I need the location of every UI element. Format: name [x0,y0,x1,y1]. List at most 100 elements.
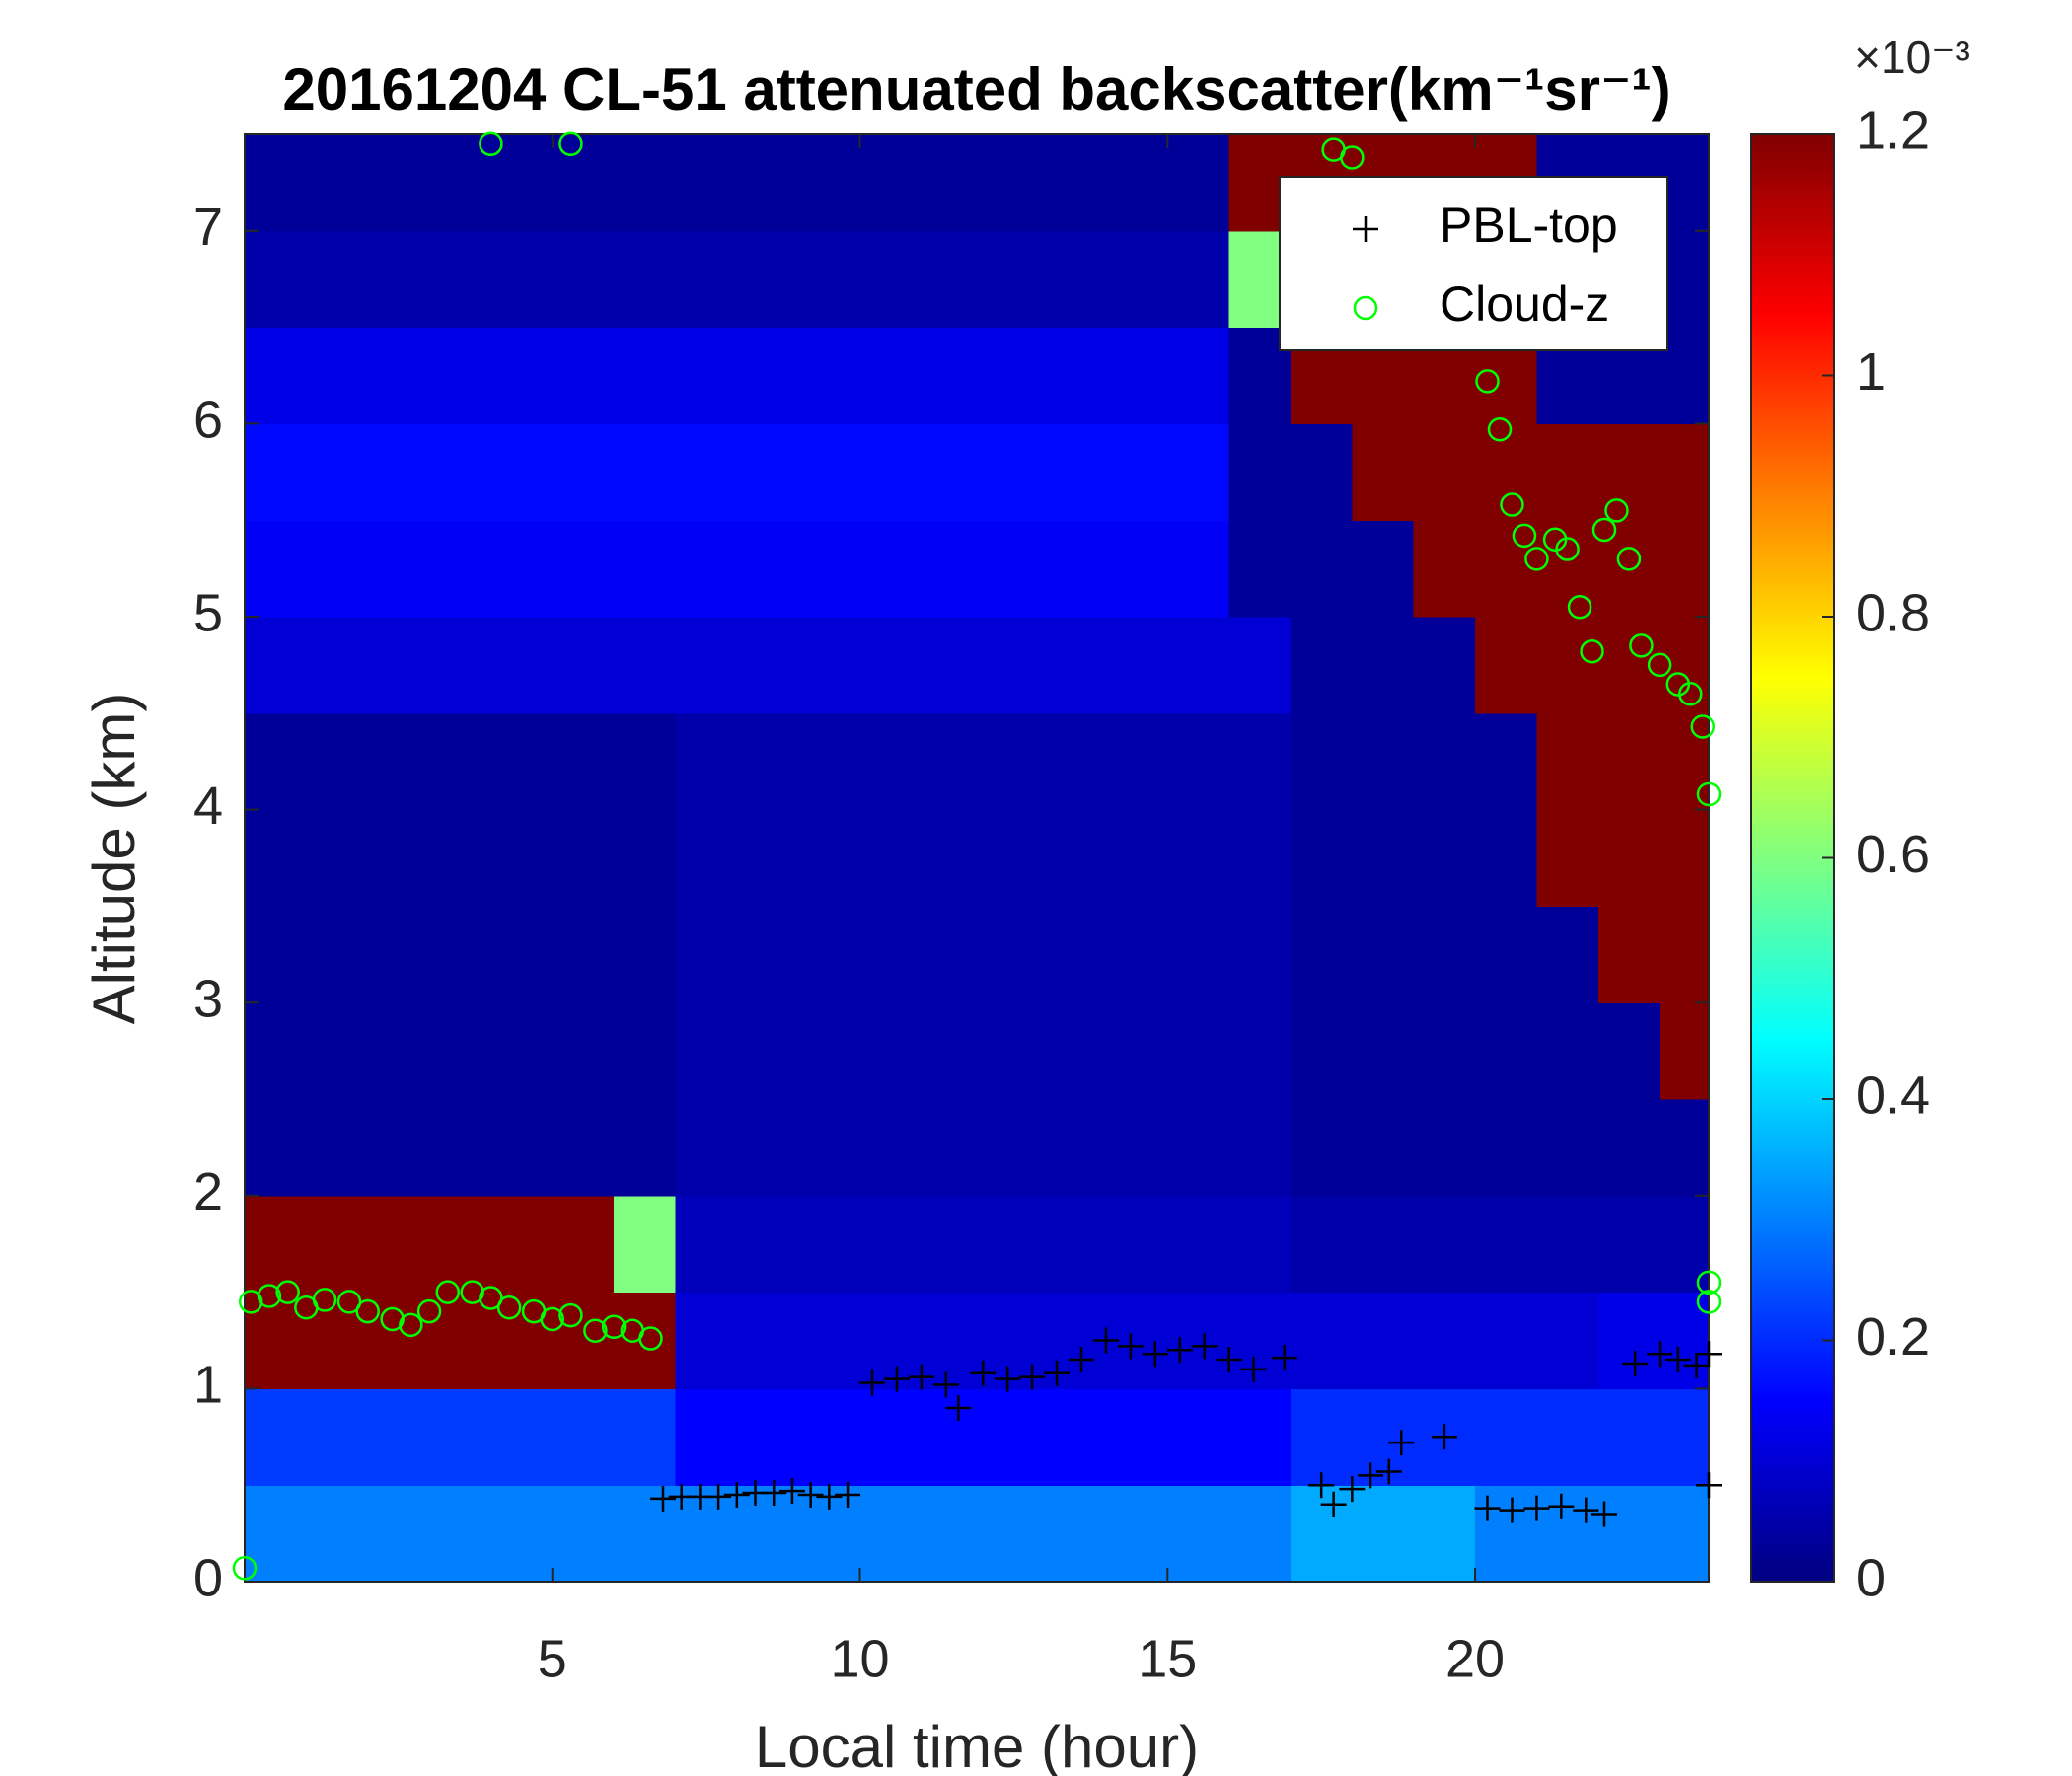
colorbar [1750,133,1835,1583]
point [1591,517,1617,543]
heat-cell [1105,1388,1168,1486]
heat-cell [552,1002,615,1100]
heat-cell [429,423,492,521]
heat-cell [798,712,861,811]
heat-cell [306,520,369,618]
heat-cell [1475,712,1538,811]
heat-cell [1536,712,1599,811]
heat-cell [1536,1195,1599,1294]
heat-cell [1291,423,1353,521]
heat-cell [859,520,923,618]
heat-cell [983,1002,1046,1100]
point [723,1481,750,1508]
heat-cell [736,327,799,424]
heat-cell [429,520,492,618]
heat-cell [490,1002,554,1100]
heat-cell [675,1388,738,1486]
heat-cell [245,906,307,1003]
colorbar-tick-label: 0.8 [1856,583,1930,642]
heat-cell [1597,1485,1661,1582]
heat-cell [675,1292,738,1389]
heat-cell [490,423,554,521]
heat-cell [1475,1195,1538,1294]
heat-cell [306,1195,369,1294]
heat-cell [367,423,430,521]
heat-cell [1413,520,1476,618]
heat-cell [552,617,615,714]
heat-cell [552,906,615,1003]
heat-cell [675,230,738,329]
point [1678,681,1703,706]
heat-cell [736,906,799,1003]
heat-cell [245,230,307,329]
x-tick-label: 20 [1445,1629,1505,1688]
colorbar-tick-label: 0.2 [1856,1307,1930,1367]
point [1069,1347,1094,1373]
heat-cell [306,1485,369,1582]
heat-cell [983,617,1046,714]
overlay: 5 10 15 20 0 1 2 3 4 5 6 7 PBL-top Cloud-z 0 0.2 0.4 0.6 0… [193,101,1930,1688]
heat-cell [490,134,554,232]
heat-cell [798,809,861,907]
x-tick-label: 15 [1138,1629,1197,1688]
point [638,1326,663,1351]
heat-cell [859,906,923,1003]
heat-cell [306,423,369,521]
heat-cell [1413,1099,1476,1197]
heat-cell [736,1388,799,1486]
heat-cell [675,617,738,714]
heat-cell [552,1388,615,1486]
heat-cell [429,1195,492,1294]
heat-cell [1597,809,1661,907]
heat-cell [429,809,492,907]
heat-cell [1167,134,1230,232]
heat-cell [1228,520,1292,618]
point [1591,1501,1617,1527]
heat-cell [1105,520,1168,618]
heat-cell [1660,1388,1709,1486]
heat-cell [245,1292,307,1389]
heat-cell [983,1195,1046,1294]
heat-cell [1597,1292,1661,1389]
heat-cell [798,520,861,618]
heat-cell [1167,906,1230,1003]
legend-marker [1353,295,1378,321]
heat-cell [614,1292,677,1389]
heat-cell [1660,134,1709,232]
point [1696,1341,1722,1368]
y-axis-label: Altitude (km) [81,693,147,1025]
heat-cell [921,230,984,329]
point [479,131,503,157]
heat-cell [1475,1002,1538,1100]
point [1339,1476,1366,1503]
heat-cell [552,1195,615,1294]
heat-cell [1167,230,1230,329]
colorbar-tick-label: 0.6 [1856,825,1930,884]
heat-cell [798,1099,861,1197]
heat-cell [798,134,861,232]
heat-cell [1291,1388,1353,1486]
point [1523,1495,1550,1521]
heat-cell [1597,712,1661,811]
heat-cell [614,520,677,618]
heat-cell [921,809,984,907]
heat-cell [675,1099,738,1197]
colorbar-multiplier: ×10⁻³ [1854,32,1970,83]
heat-cell [1105,134,1168,232]
point [1647,652,1672,678]
heat-cell [983,1099,1046,1197]
heat-cell [614,809,677,907]
heat-cell [1167,1099,1230,1197]
point [1358,1462,1384,1489]
heat-cell [306,617,369,714]
heat-cell [306,134,369,232]
point [1475,369,1500,394]
heat-cell [1475,1388,1538,1486]
heat-cell [1167,1195,1230,1294]
point [1487,417,1513,442]
point [1696,781,1722,807]
heat-cell [675,327,738,424]
heat-cell [736,520,799,618]
legend-box [1279,176,1668,351]
